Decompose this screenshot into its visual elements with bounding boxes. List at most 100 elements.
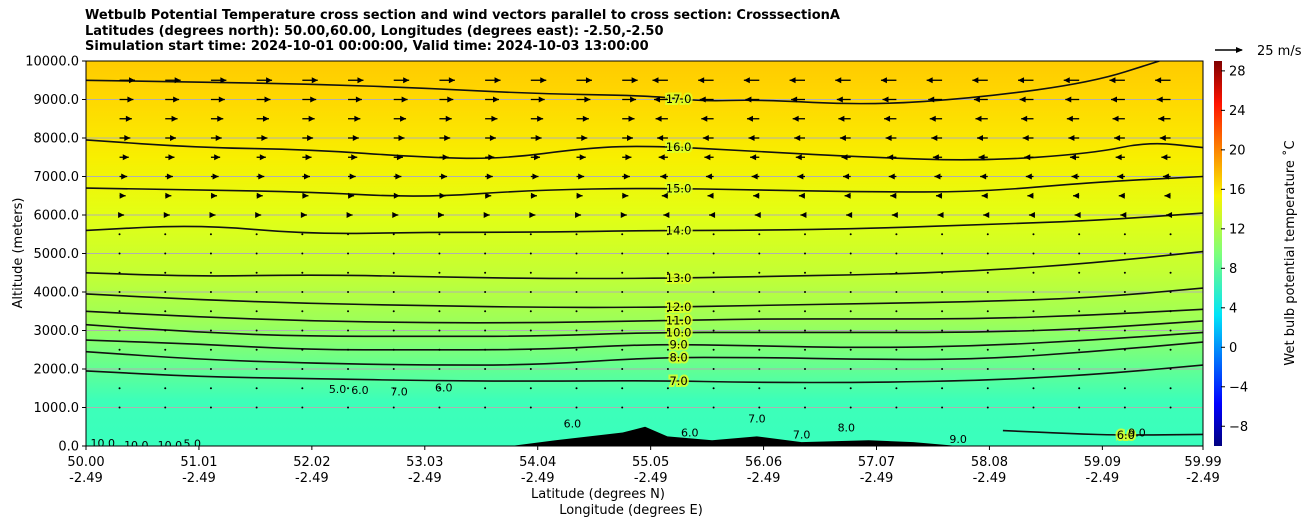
wind-vector — [484, 368, 487, 370]
wind-vector-head — [844, 192, 851, 199]
y-tick-label: 1000.0 — [34, 401, 80, 416]
wind-vector-head — [255, 212, 262, 218]
wind-vector — [209, 406, 212, 409]
wind-vector-head — [214, 154, 221, 161]
y-tick-label: 6000.0 — [34, 209, 80, 224]
wind-vector — [803, 291, 806, 293]
wind-vector — [712, 348, 715, 351]
wind-vector — [301, 252, 304, 255]
wind-vector — [1032, 310, 1035, 313]
wind-vector-head — [392, 212, 399, 218]
wind-vector — [1169, 387, 1172, 390]
wind-vector-head — [173, 96, 180, 103]
y-tick-label: 3000.0 — [34, 324, 80, 339]
wind-vector — [575, 406, 578, 409]
wind-vector-head — [575, 212, 582, 218]
wind-vector-head — [705, 173, 712, 180]
wind-vector-head — [1120, 212, 1127, 218]
wind-vector — [392, 271, 395, 274]
wind-vector-head — [256, 192, 263, 199]
wind-vector — [392, 291, 395, 293]
wind-vector — [118, 271, 121, 274]
wind-vector — [529, 329, 532, 332]
wind-vector-head — [1074, 212, 1081, 218]
wind-vector-head — [447, 96, 454, 103]
wind-vector-head — [489, 135, 496, 141]
wind-vector — [712, 329, 715, 332]
wind-vector — [484, 291, 487, 293]
wind-vector-head — [843, 173, 850, 180]
wind-vector-head — [663, 212, 670, 218]
wind-vector — [255, 348, 258, 351]
wind-vector — [621, 368, 624, 370]
wind-vector-head — [743, 77, 750, 84]
wind-vector-head — [576, 192, 583, 199]
wind-vector — [164, 329, 167, 332]
wind-vectors — [118, 77, 1173, 409]
contour-label: 14.0 — [666, 223, 692, 237]
wind-vector — [986, 387, 989, 390]
wind-vector-head — [174, 77, 181, 84]
wind-vector-head — [836, 96, 843, 103]
wind-vector-head — [699, 96, 706, 103]
wind-vector — [347, 310, 350, 313]
wind-vector — [1169, 329, 1172, 332]
wind-vector-head — [888, 173, 895, 180]
wind-vector-head — [625, 154, 632, 161]
contour-label: 10.0 — [666, 325, 692, 339]
wind-vector — [529, 291, 532, 293]
wind-vector — [164, 310, 167, 313]
wind-vector — [301, 348, 304, 351]
wind-vector — [347, 252, 350, 255]
colorbar-tick-label: 28 — [1229, 64, 1246, 79]
wind-vector-head — [841, 154, 848, 161]
wind-vector — [118, 291, 121, 293]
wind-vector — [1123, 271, 1126, 274]
wind-vector-head — [266, 77, 273, 84]
wind-vector — [392, 368, 395, 370]
quiver-key: 25 m/s — [1215, 44, 1302, 59]
wind-vector — [1032, 387, 1035, 390]
wind-vector — [1032, 368, 1035, 370]
wind-vector-head — [532, 173, 539, 180]
wind-vector — [941, 310, 944, 313]
contour-label-low: 9.0 — [949, 433, 967, 446]
x-tick-label-lon: -2.49 — [1186, 471, 1220, 486]
wind-vector-head — [746, 115, 753, 122]
wind-vector — [895, 310, 898, 313]
wind-vector — [1169, 252, 1172, 255]
wind-vector-head — [658, 154, 665, 161]
wind-vector — [1078, 233, 1081, 236]
wind-vector — [986, 233, 989, 236]
wind-vector-head — [437, 212, 444, 218]
y-axis: 0.0 1000.0 2000.0 3000.0 4000.0 5000.0 6000.0 7… — [25, 55, 86, 455]
wind-vector — [621, 233, 624, 236]
wind-vector — [758, 368, 761, 370]
wind-vector — [1032, 252, 1035, 255]
wind-vector-head — [657, 135, 664, 141]
wind-vector — [941, 368, 944, 370]
wind-vector — [164, 233, 167, 236]
chart-title: Wetbulb Potential Temperature cross sect… — [85, 8, 840, 55]
wind-vector-head — [797, 173, 804, 180]
wind-vector-head — [261, 135, 268, 141]
wind-vector-head — [1155, 77, 1162, 84]
x-tick-label-lat: 56.06 — [745, 455, 782, 470]
y-axis-label: Altitude (meters) — [11, 198, 26, 309]
wind-vector — [803, 348, 806, 351]
wind-vector — [849, 291, 852, 293]
wind-vector-head — [212, 173, 219, 180]
title-line-1: Wetbulb Potential Temperature cross sect… — [85, 8, 840, 23]
contour-label-low: 5.0 — [329, 383, 347, 396]
wind-vector — [1123, 310, 1126, 313]
colorbar-tick-label: 20 — [1229, 143, 1246, 158]
colorbar-tick-label: 16 — [1229, 183, 1246, 198]
title-line-2: Latitudes (degrees north): 50.00,60.00, … — [85, 23, 664, 39]
wind-vector — [895, 387, 898, 390]
wind-vector — [986, 368, 989, 370]
wind-vector-head — [753, 192, 760, 199]
wind-vector — [849, 233, 852, 236]
wind-vector — [118, 310, 121, 313]
wind-vector — [209, 271, 212, 274]
wind-vector-head — [661, 192, 668, 199]
